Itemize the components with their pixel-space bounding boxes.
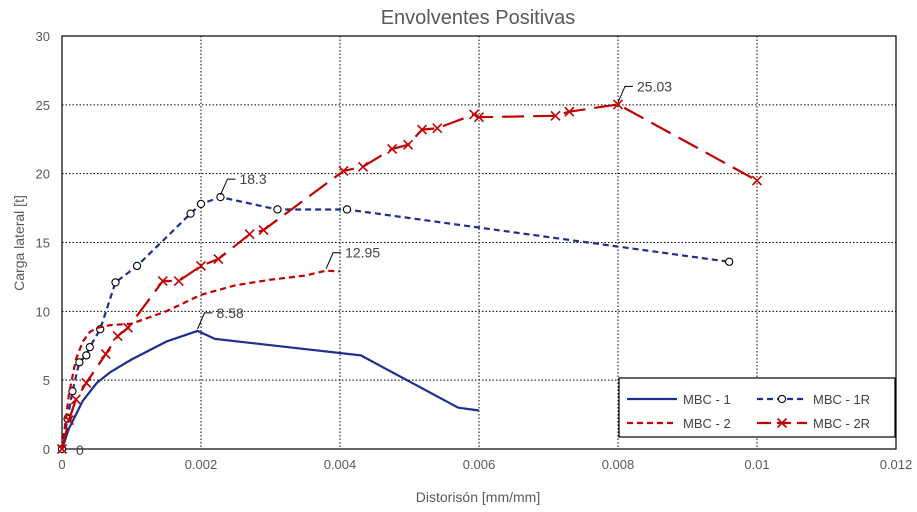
- series-line: [60, 269, 341, 450]
- legend-label: MBC - 2R: [813, 416, 870, 431]
- x-tick-labels: 0 0.002 0.004 0.006 0.008 0.01 0.012: [58, 457, 912, 472]
- data-point: [777, 394, 787, 404]
- data-label: 12.95: [345, 245, 380, 261]
- data-point: [550, 110, 561, 121]
- data-point: [216, 192, 225, 202]
- label-leader-line: [197, 312, 213, 330]
- legend: MBC - 1 MBC - 1R MBC - 2 MBC - 2R: [618, 377, 896, 438]
- y-tick-label: 30: [36, 29, 50, 44]
- series-group: [56, 99, 763, 455]
- data-point: [258, 225, 269, 236]
- data-point: [186, 209, 195, 218]
- x-tick-label: 0.01: [744, 457, 769, 472]
- data-point: [195, 260, 207, 271]
- data-label: 0: [76, 442, 84, 458]
- data-point: [387, 143, 398, 154]
- x-tick-label: 0.004: [324, 457, 357, 472]
- series: [60, 329, 480, 450]
- label-leader-line: [325, 252, 342, 269]
- data-point: [564, 106, 575, 117]
- label-leader-line: [220, 178, 236, 196]
- data-point: [173, 275, 184, 287]
- data-point: [111, 278, 120, 287]
- legend-label: MBC - 1: [683, 392, 731, 407]
- data-point: [751, 175, 763, 186]
- data-point: [63, 415, 75, 426]
- data-point: [357, 161, 369, 172]
- data-label: 8.58: [217, 305, 244, 321]
- y-tick-label: 5: [43, 373, 50, 388]
- data-point: [725, 257, 734, 266]
- data-point: [432, 123, 443, 134]
- data-point: [100, 348, 111, 360]
- annotation-group: 8.58 18.3 12.95 25.03 0: [76, 78, 672, 458]
- data-point: [196, 199, 206, 209]
- data-point: [132, 261, 142, 271]
- data-point: [469, 109, 480, 120]
- chart-title: Envolventes Positivas: [381, 7, 576, 29]
- data-point: [70, 394, 81, 405]
- data-point: [213, 253, 224, 265]
- x-tick-label: 0.006: [463, 457, 496, 472]
- data-point: [473, 112, 485, 123]
- data-label: 25.03: [637, 78, 672, 94]
- x-tick-label: 0.002: [185, 457, 218, 472]
- label-leader-line: [617, 85, 633, 103]
- y-axis-label: Carga lateral [t]: [11, 195, 27, 291]
- data-point: [122, 322, 134, 333]
- data-point: [273, 205, 282, 214]
- data-point: [75, 358, 84, 367]
- data-point: [244, 229, 255, 240]
- y-tick-labels: 0 5 10 15 20 25 30: [36, 29, 50, 457]
- series: [56, 99, 763, 455]
- data-point: [82, 351, 91, 360]
- plot-area-border: [61, 35, 897, 450]
- series: [60, 269, 341, 450]
- x-axis-label: Distorisón [mm/mm]: [416, 489, 540, 505]
- data-point: [56, 443, 68, 455]
- data-point: [403, 139, 414, 150]
- y-tick-label: 25: [36, 98, 50, 113]
- data-point: [157, 275, 168, 287]
- series-line: [60, 196, 730, 450]
- series-line: [60, 329, 480, 450]
- data-point: [612, 99, 624, 110]
- legend-box: [618, 377, 896, 438]
- data-label: 18.3: [239, 171, 266, 187]
- data-point: [416, 124, 428, 135]
- x-tick-label: 0.008: [602, 457, 635, 472]
- data-point: [342, 205, 352, 214]
- data-point: [81, 377, 92, 388]
- y-tick-label: 10: [36, 304, 50, 319]
- y-tick-label: 20: [36, 167, 50, 182]
- legend-label: MBC - 2: [683, 416, 731, 431]
- y-tick-label: 0: [43, 442, 50, 457]
- data-point: [776, 417, 788, 429]
- x-tick-label: 0: [58, 457, 65, 472]
- y-tick-label: 15: [36, 236, 50, 251]
- x-tick-label: 0.012: [880, 457, 913, 472]
- data-point: [338, 165, 349, 176]
- legend-label: MBC - 1R: [813, 392, 870, 407]
- data-point: [112, 331, 123, 342]
- data-point: [85, 342, 94, 352]
